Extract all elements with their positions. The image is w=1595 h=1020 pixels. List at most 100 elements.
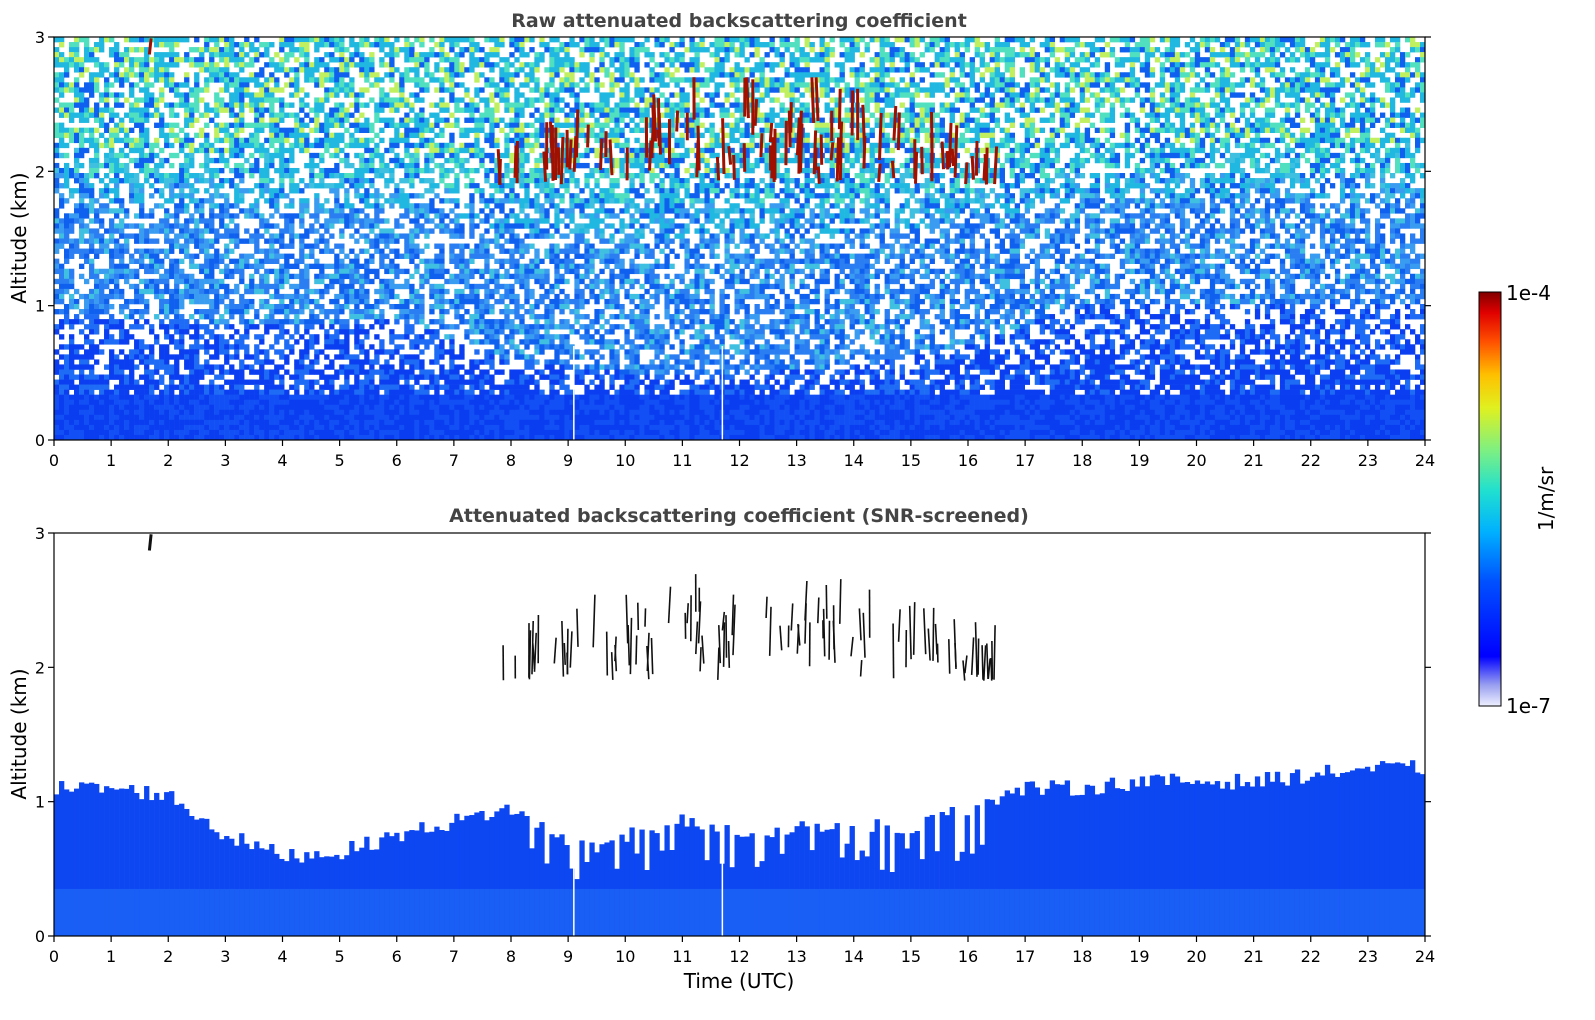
heatmap-cell [379,298,385,305]
heatmap-cell [79,329,85,335]
heatmap-cell [129,72,135,78]
heatmap-cell [429,283,435,290]
heatmap-cell [414,213,420,219]
heatmap-cell [204,409,210,416]
heatmap-cell [214,107,220,113]
heatmap-cell [179,344,185,350]
heatmap-cell [339,87,345,93]
heatmap-cell [379,434,385,441]
heatmap-cell [204,147,210,154]
heatmap-cell [234,233,240,239]
heatmap-cell [244,298,250,305]
heatmap-cell [244,77,250,83]
heatmap-cell [399,87,405,93]
heatmap-cell [499,243,505,249]
heatmap-cell [309,298,315,305]
heatmap-cell [234,102,240,108]
heatmap-cell [274,82,280,88]
heatmap-cell [304,243,310,249]
heatmap-cell [254,37,260,43]
heatmap-cell [59,389,65,395]
heatmap-cell [289,178,295,184]
heatmap-cell [414,67,420,73]
heatmap-cell [349,52,355,58]
heatmap-cell [254,208,260,214]
heatmap-cell [409,339,415,345]
heatmap-cell [164,132,170,139]
heatmap-cell [194,364,200,370]
heatmap-cell [294,137,300,144]
heatmap-cell [414,339,420,345]
heatmap-cell [349,162,355,169]
heatmap-cell [369,183,375,189]
heatmap-cell [84,137,90,144]
heatmap-cell [249,419,255,426]
heatmap-cell [279,127,285,134]
heatmap-cell [494,102,500,108]
heatmap-cell [489,157,495,164]
heatmap-cell [149,238,155,244]
heatmap-cell [364,188,370,194]
heatmap-cell [434,253,440,259]
heatmap-cell [179,223,185,229]
heatmap-cell [224,394,230,400]
heatmap-cell [299,298,305,305]
heatmap-cell [149,369,155,375]
heatmap-cell [94,127,100,134]
heatmap-cell [69,62,75,68]
heatmap-cell [454,67,460,73]
heatmap-cell [314,379,320,385]
heatmap-cell [79,414,85,421]
heatmap-cell [434,208,440,214]
heatmap-cell [219,37,225,43]
heatmap-cell [64,319,70,325]
heatmap-cell [114,97,120,103]
heatmap-cell [474,102,480,108]
heatmap-cell [209,354,215,360]
heatmap-cell [89,228,95,234]
heatmap-cell [189,213,195,219]
heatmap-cell [174,404,180,411]
heatmap-cell [234,303,240,310]
heatmap-cell [209,303,215,310]
heatmap-cell [469,213,475,219]
heatmap-cell [239,102,245,108]
heatmap-cell [99,62,105,68]
heatmap-cell [194,37,200,43]
heatmap-cell [499,173,505,179]
heatmap-cell [479,273,485,280]
heatmap-cell [114,173,120,179]
heatmap-cell [289,213,295,219]
heatmap-cell [284,268,290,275]
heatmap-cell [134,238,140,244]
heatmap-cell [204,122,210,128]
heatmap-cell [429,77,435,83]
heatmap-cell [179,228,185,234]
heatmap-cell [79,162,85,169]
heatmap-cell [289,102,295,108]
heatmap-cell [354,122,360,128]
heatmap-cell [259,102,265,108]
heatmap-cell [249,233,255,239]
heatmap-cell [64,309,70,315]
heatmap-cell [139,213,145,219]
heatmap-cell [434,67,440,73]
heatmap-cell [219,107,225,113]
heatmap-cell [394,293,400,300]
heatmap-cell [369,344,375,350]
heatmap-cell [124,389,130,395]
heatmap-cell [119,117,125,123]
heatmap-cell [489,409,495,416]
heatmap-cell [314,62,320,68]
heatmap-cell [474,324,480,330]
heatmap-cell [319,178,325,184]
heatmap-cell [334,82,340,88]
heatmap-cell [434,374,440,380]
heatmap-cell [234,87,240,93]
heatmap-cell [284,243,290,249]
heatmap-cell [474,72,480,78]
heatmap-cell [239,384,245,390]
heatmap-cell [234,167,240,174]
heatmap-cell [369,167,375,174]
heatmap-cell [89,394,95,400]
